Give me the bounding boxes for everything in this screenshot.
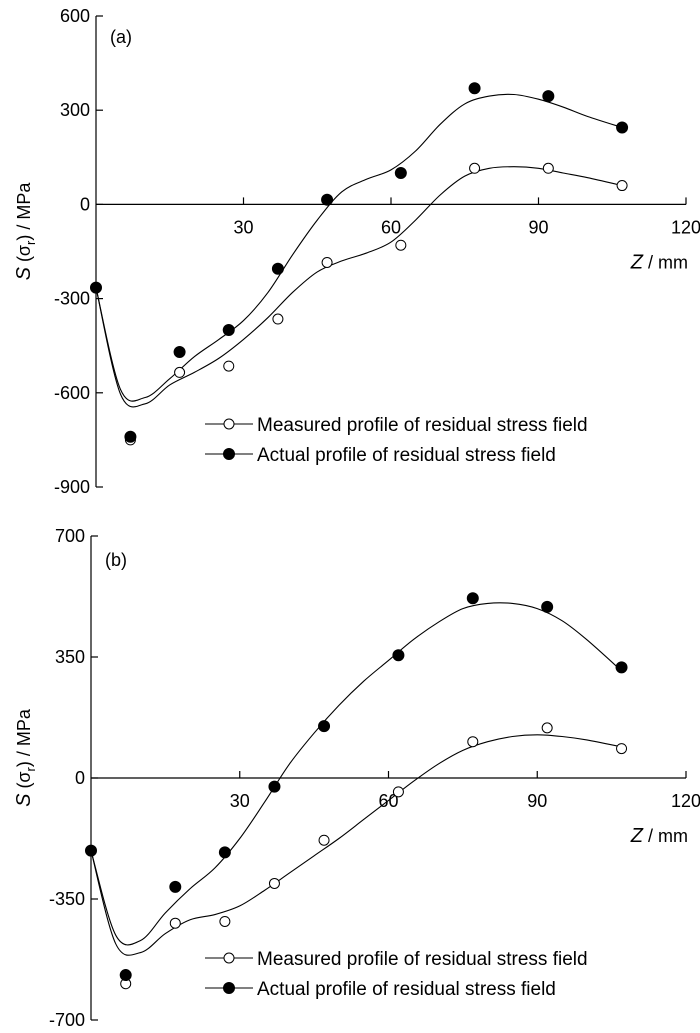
measured-point	[542, 162, 554, 174]
y-tick-label: 0	[75, 768, 85, 788]
actual-point	[271, 262, 284, 275]
panel-a: 600 300 0 -300 -600 -900 30 60 90 120 Z / mm S (σr)…	[13, 6, 700, 497]
x-tick-label: 60	[381, 217, 401, 237]
y-tick-label: 700	[55, 526, 85, 546]
actual-point	[616, 121, 629, 134]
actual-point	[392, 649, 405, 662]
legend-marker	[223, 418, 235, 430]
y-tick-label: -900	[54, 477, 90, 497]
x-tick-label: 30	[233, 217, 253, 237]
panel-label: (a)	[110, 27, 132, 47]
measured-point	[392, 786, 404, 798]
actual-point	[466, 592, 479, 605]
actual-point	[90, 281, 102, 294]
actual-point	[541, 600, 554, 613]
actual-point	[615, 661, 628, 674]
actual-point	[318, 720, 331, 733]
measured-point	[616, 180, 628, 192]
actual-point	[321, 193, 334, 206]
actual-point	[124, 430, 137, 443]
x-tick-label: 120	[671, 791, 700, 811]
y-tick-label: -300	[54, 289, 90, 309]
legend-marker	[223, 982, 235, 994]
y-tick-label: 300	[60, 100, 90, 120]
fit-curve-actual	[90, 602, 622, 946]
actual-point	[468, 82, 481, 95]
x-axis-label: Z / mm	[630, 825, 688, 847]
measured-point	[467, 736, 479, 748]
actual-point	[222, 324, 235, 336]
actual-point	[119, 969, 132, 982]
x-tick-label: 30	[230, 791, 250, 811]
fit-curve-measured	[90, 734, 622, 956]
y-tick-label: 0	[80, 194, 90, 214]
actual-point	[268, 780, 281, 793]
measured-point	[395, 239, 407, 251]
x-tick-label: 90	[527, 791, 547, 811]
y-axis-label: S (σr) / MPa	[13, 708, 38, 807]
actual-point	[169, 880, 182, 893]
actual-point	[394, 167, 407, 179]
x-tick-label: 120	[671, 217, 700, 237]
legend-text-measured: Measured profile of residual stress fiel…	[257, 415, 588, 436]
legend-marker	[223, 952, 235, 964]
actual-point	[85, 844, 97, 857]
measured-point	[174, 366, 186, 378]
x-tick-label: 90	[528, 217, 548, 237]
y-tick-label: -700	[49, 1010, 85, 1030]
panel-label: (b)	[105, 550, 127, 570]
measured-point	[318, 834, 330, 846]
measured-point	[616, 743, 628, 755]
y-tick-label: 350	[55, 647, 85, 667]
fit-curve-measured	[95, 166, 623, 408]
legend-text-actual: Actual profile of residual stress field	[257, 445, 556, 466]
measured-point	[321, 256, 333, 268]
legend-marker	[223, 448, 235, 460]
measured-point	[268, 877, 280, 889]
y-axis-label: S (σr) / MPa	[13, 182, 38, 281]
actual-point	[173, 345, 186, 358]
y-tick-label: -600	[54, 383, 90, 403]
measured-point	[541, 722, 553, 734]
y-tick-label: 600	[60, 6, 90, 26]
actual-point	[542, 90, 555, 103]
measured-point	[223, 360, 235, 372]
measured-point	[272, 313, 284, 325]
measured-point	[469, 162, 481, 174]
measured-point	[219, 915, 231, 927]
fit-curve-actual	[95, 93, 623, 402]
x-axis-label: Z / mm	[630, 251, 688, 273]
legend-text-actual: Actual profile of residual stress field	[257, 979, 556, 1000]
measured-point	[169, 917, 181, 929]
y-tick-label: -350	[49, 889, 85, 909]
legend-text-measured: Measured profile of residual stress fiel…	[257, 949, 588, 970]
actual-point	[218, 846, 231, 859]
